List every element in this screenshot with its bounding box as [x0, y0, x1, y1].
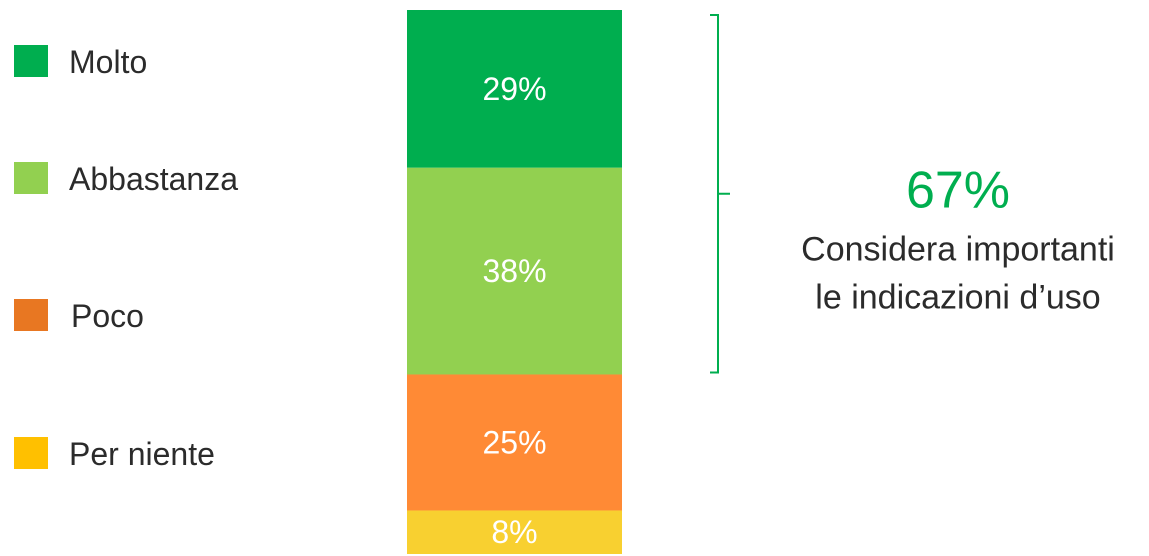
bar-segment-molto [407, 10, 622, 168]
legend-label-abbastanza: Abbastanza [69, 161, 238, 197]
legend-label-per-niente: Per niente [69, 436, 215, 472]
data-label-per-niente: 8% [491, 514, 537, 550]
legend-label-molto: Molto [69, 44, 147, 80]
bar-segment-per-niente [407, 510, 622, 554]
bar-segment-abbastanza [407, 167, 622, 375]
stacked-bar: 29% 38% 25% 8% [407, 10, 622, 554]
bar-segment-poco [407, 374, 622, 511]
summary-percentage: 67% [906, 162, 1010, 220]
data-label-abbastanza: 38% [482, 253, 546, 289]
summary-caption-line-1: Considera importanti [801, 231, 1115, 269]
legend-swatch-per-niente [14, 437, 48, 469]
summary-caption-line-2: le indicazioni d’uso [815, 279, 1100, 317]
legend-swatch-poco [14, 299, 48, 331]
legend-swatch-abbastanza [14, 162, 48, 194]
legend: Molto Abbastanza Poco Per niente [14, 44, 238, 472]
legend-swatch-molto [14, 45, 48, 77]
summary-bracket [710, 14, 730, 374]
data-label-molto: 29% [482, 71, 546, 107]
summary-annotation: 67% Considera importanti le indicazioni … [801, 162, 1115, 317]
legend-label-poco: Poco [71, 298, 144, 334]
data-label-poco: 25% [482, 424, 546, 460]
